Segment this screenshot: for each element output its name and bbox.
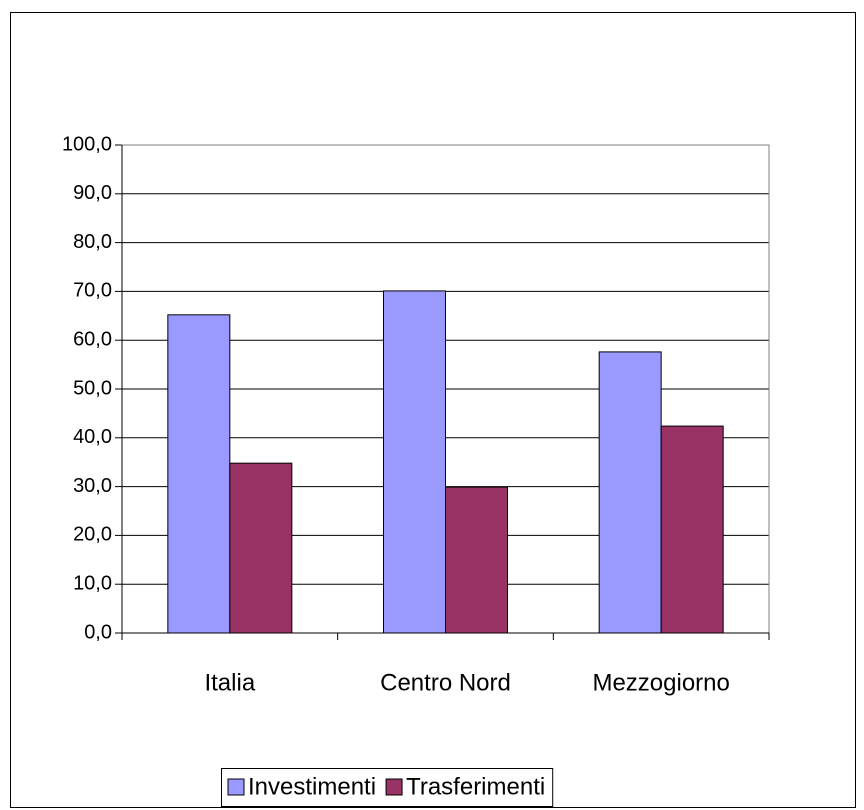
- y-tick-label: 30,0: [73, 475, 112, 497]
- y-tick-label: 40,0: [73, 426, 112, 448]
- legend-label: Trasferimenti: [406, 773, 545, 800]
- y-tick-label: 10,0: [73, 572, 112, 594]
- bar: [660, 425, 724, 634]
- bar: [598, 351, 662, 634]
- x-tick-label: Mezzogiorno: [592, 669, 729, 696]
- y-tick-label: 100,0: [62, 133, 112, 155]
- bar: [383, 290, 446, 634]
- legend-label: Investimenti: [248, 773, 376, 800]
- y-tick-label: 50,0: [73, 377, 112, 399]
- x-tick-label: Centro Nord: [380, 669, 511, 696]
- y-tick-label: 0,0: [84, 621, 112, 643]
- y-tick-label: 70,0: [73, 280, 112, 302]
- bar: [167, 314, 231, 634]
- y-tick-label: 80,0: [73, 231, 112, 253]
- y-tick-label: 90,0: [73, 182, 112, 204]
- bar: [229, 462, 293, 634]
- x-tick-label: Italia: [204, 669, 255, 696]
- y-tick-label: 60,0: [73, 328, 112, 350]
- legend-swatch: [385, 778, 403, 796]
- legend-swatch: [227, 778, 245, 796]
- bar: [445, 486, 508, 634]
- y-tick-label: 20,0: [73, 524, 112, 546]
